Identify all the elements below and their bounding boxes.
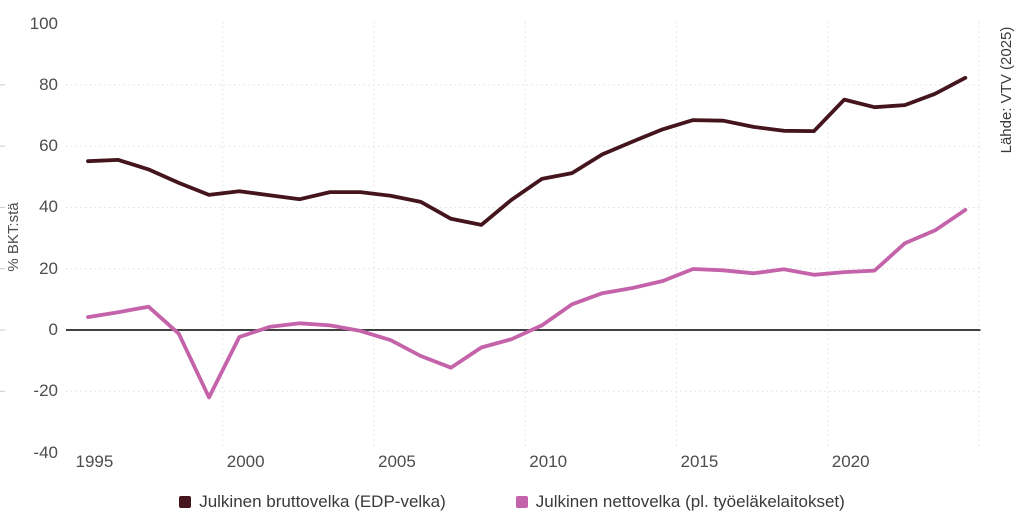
x-axis-tick-label: 2000 [226,452,265,471]
legend: Julkinen bruttovelka (EDP-velka) Julkine… [0,489,1024,515]
chart-line-bruttovelka [86,75,968,227]
y-axis-title: % BKT:stä [5,202,22,272]
x-axis-tick-label: 2010 [529,452,568,471]
legend-item-nettovelka: Julkinen nettovelka (pl. työeläkelaitoks… [515,492,845,512]
y-axis-tick-label: -20 [33,381,58,401]
legend-swatch-bruttovelka [179,496,192,508]
x-axis-tick-label: 2020 [831,452,870,471]
y-axis-tick-label: 0 [48,320,58,339]
legend-swatch-nettovelka [515,496,528,508]
x-axis-tick-label: 1995 [75,452,114,471]
y-axis-tick-label: 60 [39,136,58,156]
legend-item-bruttovelka: Julkinen bruttovelka (EDP-velka) [179,492,446,512]
legend-label-nettovelka: Julkinen nettovelka (pl. työeläkelaitoks… [535,492,845,511]
chart-line-nettovelka [86,207,968,400]
legend-label-bruttovelka: Julkinen bruttovelka (EDP-velka) [199,492,446,511]
x-axis-tick-label: 2005 [378,452,416,471]
y-axis-tick-label: 100 [29,13,58,33]
source-label: Lähde: VTV (2025) [998,26,1015,154]
x-axis-tick-label: 2015 [680,452,719,471]
y-axis-tick-label: 80 [39,74,58,94]
y-axis-tick-label: 40 [39,197,58,217]
y-axis-tick-label: 20 [39,258,58,278]
y-axis-tick-label: -40 [33,442,58,462]
